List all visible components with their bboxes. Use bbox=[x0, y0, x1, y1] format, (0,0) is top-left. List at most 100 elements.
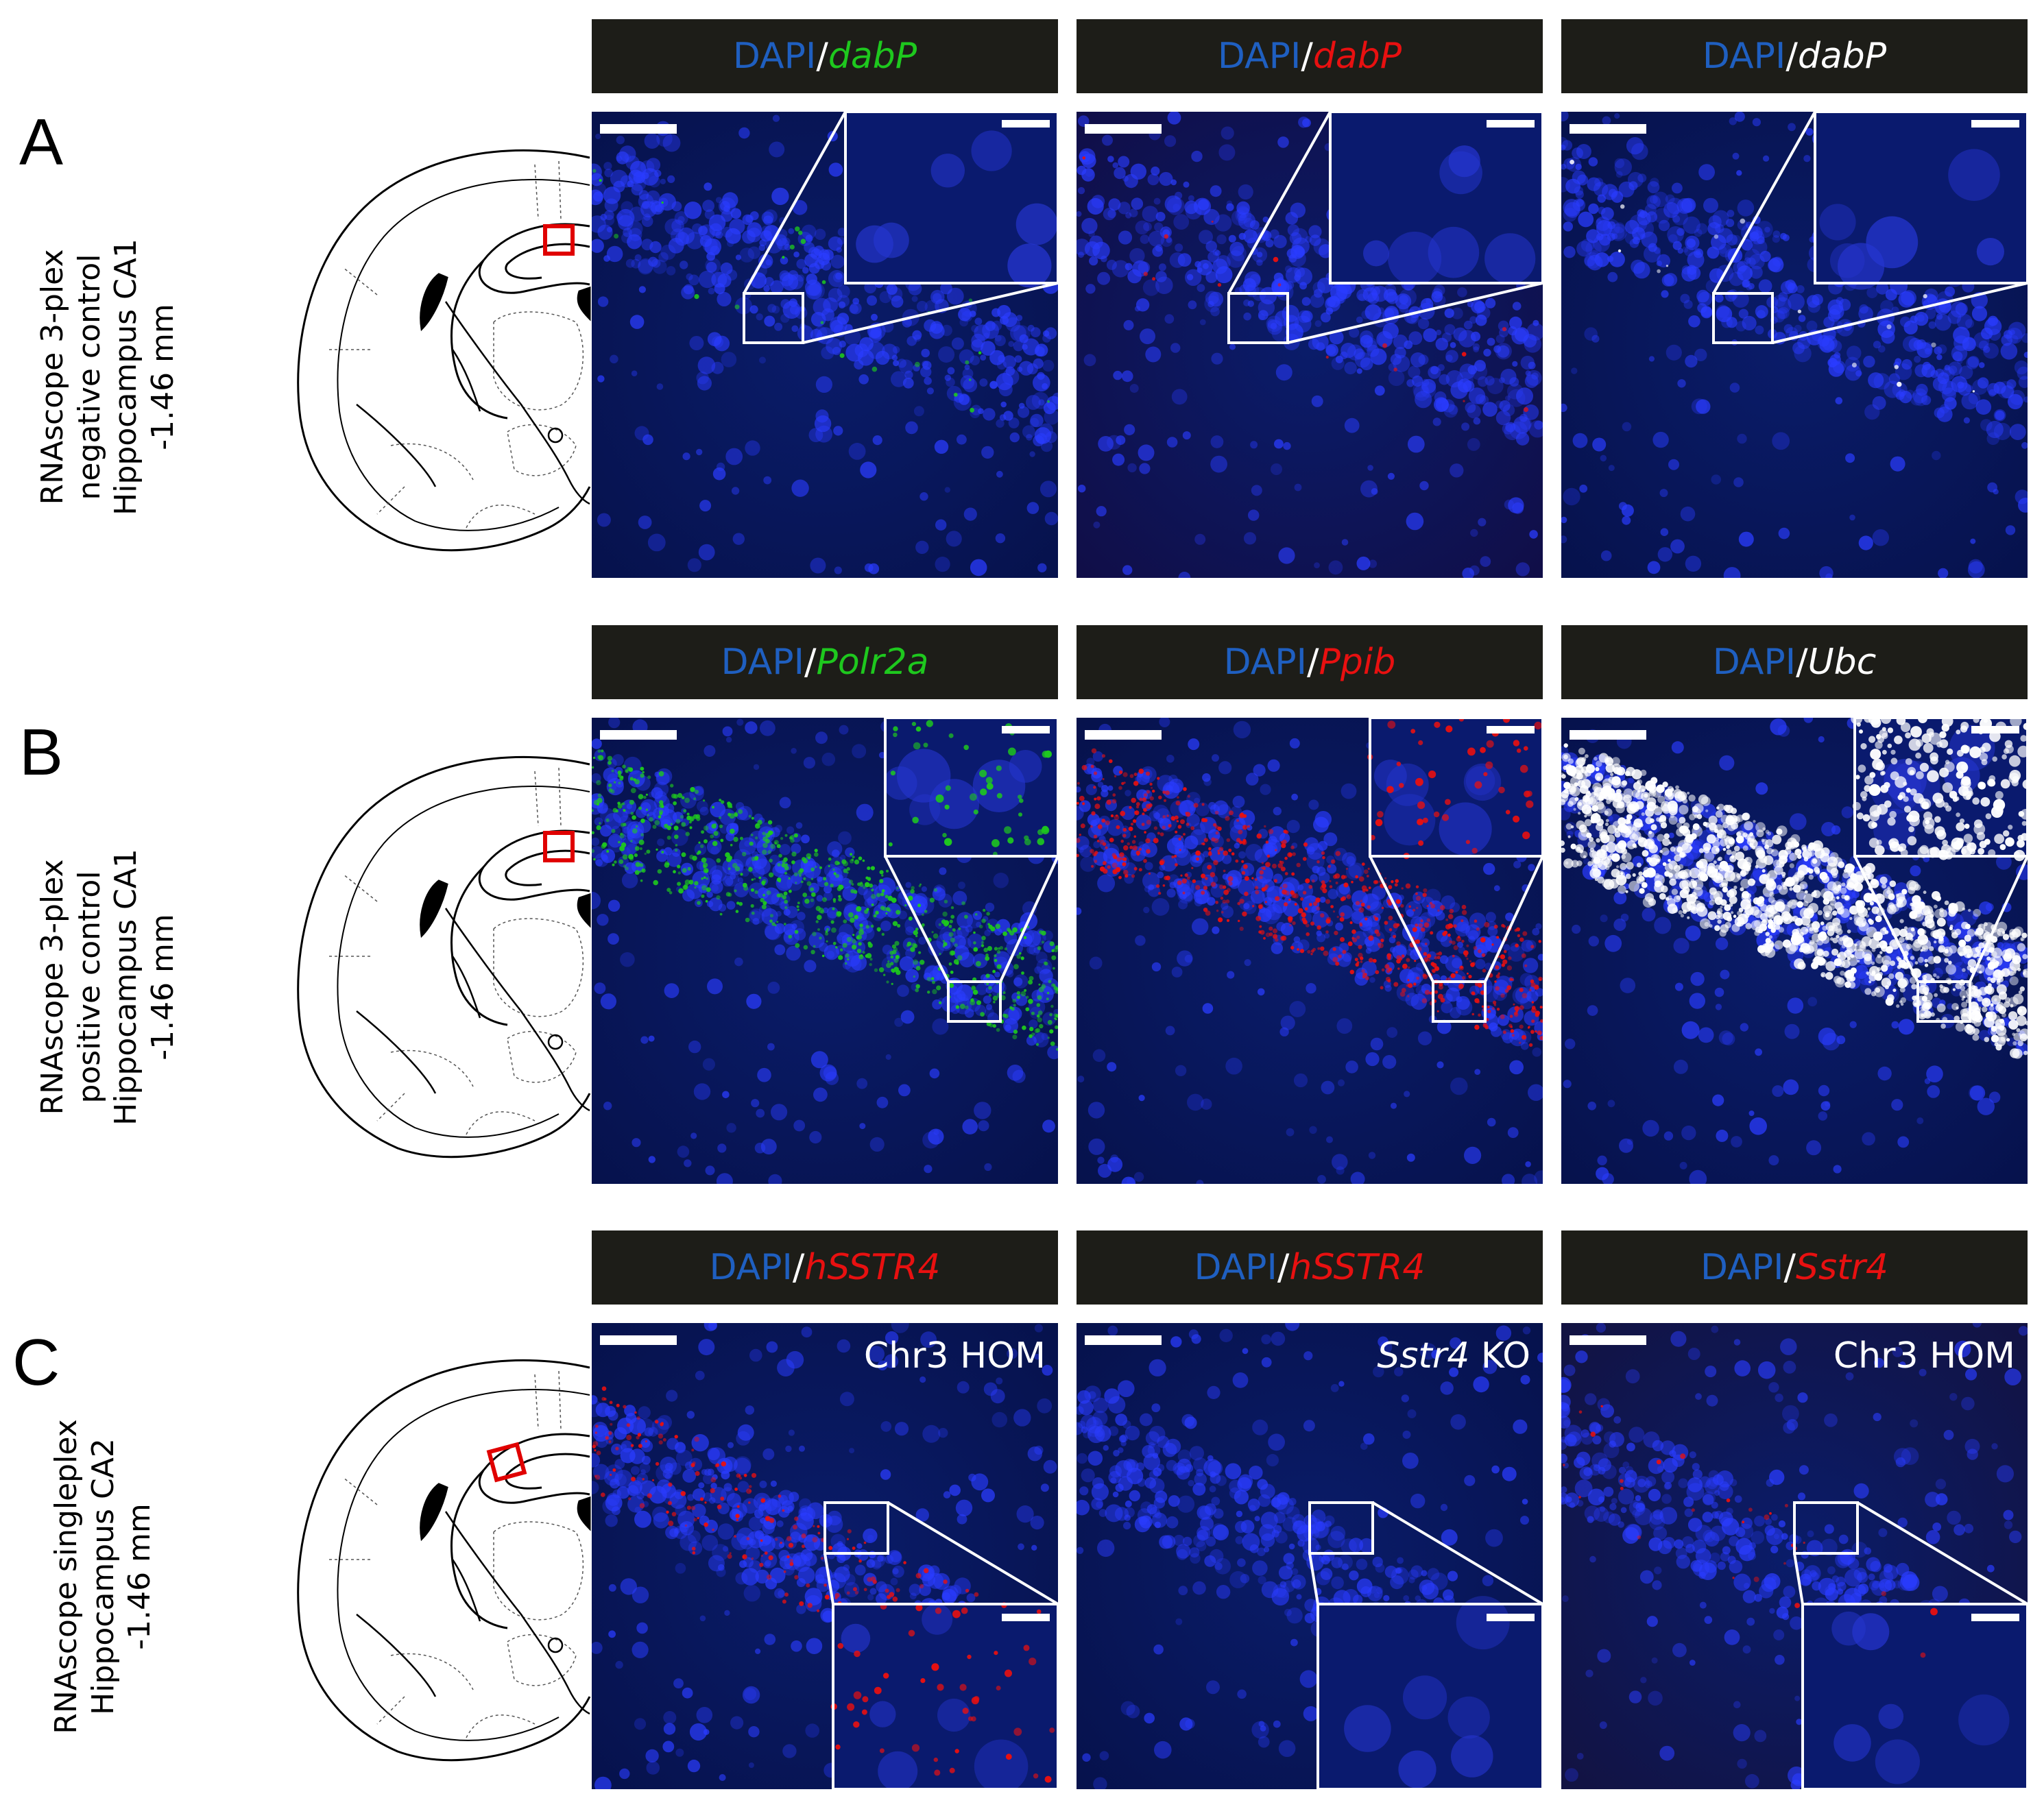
side-label-a-line-3: Hippocampus CA1 bbox=[108, 239, 144, 516]
side-label-b-line-1: RNAscope 3-plex bbox=[35, 859, 70, 1115]
inset-scale-bar bbox=[1971, 1614, 2019, 1621]
magnified-inset bbox=[1330, 112, 1543, 286]
dapi-label: DAPI bbox=[1712, 642, 1796, 683]
rna-signal-dots bbox=[1082, 156, 1529, 413]
side-label-c-line-2: Hippocampus CA2 bbox=[85, 1438, 121, 1715]
micrograph-0-2 bbox=[1561, 112, 2028, 578]
gene-label: Polr2a bbox=[816, 642, 929, 683]
slash-separator: / bbox=[1301, 36, 1313, 77]
dapi-label: DAPI bbox=[732, 36, 817, 77]
scale-bar bbox=[1570, 1335, 1646, 1345]
micrograph-0-1 bbox=[1077, 112, 1543, 578]
scale-bar bbox=[600, 1335, 677, 1345]
micrograph-2-0: Chr3 HOM bbox=[592, 1323, 1058, 1789]
panel-header-2-0: DAPI / hSSTR4 bbox=[592, 1230, 1058, 1305]
side-label-a-line-2: negative control bbox=[71, 254, 107, 500]
zoom-indicator-lines bbox=[743, 112, 1058, 344]
magnified-inset bbox=[1815, 112, 2028, 290]
brain-atlas-c bbox=[288, 1354, 603, 1775]
dapi-label: DAPI bbox=[1702, 36, 1786, 77]
gene-label: dabP bbox=[1312, 36, 1402, 77]
rna-signal-dots bbox=[1561, 743, 2028, 1059]
side-label-b-line-3: Hippocampus CA1 bbox=[108, 849, 144, 1126]
slash-separator: / bbox=[1796, 642, 1808, 683]
side-label-a: RNAscope 3-plex negative control Hippoca… bbox=[34, 206, 199, 548]
scale-bar bbox=[1570, 124, 1646, 134]
inset-scale-bar bbox=[1002, 726, 1050, 733]
slash-separator: / bbox=[1786, 36, 1798, 77]
micrograph-0-0 bbox=[592, 112, 1058, 578]
panel-header-0-2: DAPI / dabP bbox=[1561, 19, 2028, 93]
gene-label: Sstr4 bbox=[1795, 1247, 1888, 1288]
magnified-inset bbox=[830, 1602, 1058, 1789]
slash-separator: / bbox=[816, 36, 828, 77]
panel-letter-b: B bbox=[19, 716, 64, 789]
micrograph-1-2 bbox=[1561, 718, 2028, 1184]
slash-separator: / bbox=[792, 1247, 805, 1288]
dapi-label: DAPI bbox=[709, 1247, 793, 1288]
panel-header-1-0: DAPI / Polr2a bbox=[592, 625, 1058, 699]
side-label-a-line-4: -1.46 mm bbox=[145, 304, 181, 450]
zoom-indicator-lines bbox=[1308, 1501, 1543, 1789]
inset-scale-bar bbox=[1002, 1614, 1050, 1621]
scale-bar bbox=[1085, 730, 1162, 740]
side-label-c: RNAscope singleplex Hippocampus CA2 -1.4… bbox=[48, 1419, 185, 1734]
zoom-indicator-lines bbox=[1712, 112, 2028, 344]
genotype-text: KO bbox=[1469, 1335, 1530, 1377]
magnified-inset bbox=[883, 718, 1058, 857]
dapi-label: DAPI bbox=[1217, 36, 1301, 77]
rna-signal-dots bbox=[1077, 748, 1543, 1047]
panel-header-0-0: DAPI / dabP bbox=[592, 19, 1058, 93]
zoom-indicator-lines bbox=[1227, 112, 1543, 344]
zoom-indicator-lines bbox=[823, 1501, 1058, 1789]
zoom-indicator-lines bbox=[1853, 718, 2028, 1023]
magnified-inset bbox=[1367, 718, 1543, 860]
side-label-b-line-4: -1.46 mm bbox=[145, 914, 181, 1060]
gene-label: hSSTR4 bbox=[804, 1247, 941, 1288]
panel-letter-c: C bbox=[12, 1326, 60, 1399]
zoom-indicator-lines bbox=[884, 718, 1058, 1023]
panel-header-1-1: DAPI / Ppib bbox=[1077, 625, 1543, 699]
brain-section-drawing bbox=[297, 755, 591, 1159]
slash-separator: / bbox=[804, 642, 817, 683]
magnified-inset bbox=[1318, 1596, 1543, 1789]
micrograph-2-1: Sstr4 KO bbox=[1077, 1323, 1543, 1789]
magnified-inset bbox=[845, 112, 1058, 288]
brain-atlas-a bbox=[288, 144, 603, 565]
gene-label: Ppib bbox=[1319, 642, 1396, 683]
slash-separator: / bbox=[1277, 1247, 1290, 1288]
magnified-inset bbox=[1803, 1604, 2028, 1789]
dapi-label: DAPI bbox=[721, 642, 804, 683]
micrograph-2-2: Chr3 HOM bbox=[1561, 1323, 2028, 1789]
inset-scale-bar bbox=[1487, 1614, 1535, 1621]
inset-scale-bar bbox=[1487, 120, 1535, 128]
zoom-indicator-lines bbox=[1369, 718, 1543, 1023]
region-of-interest-box bbox=[543, 224, 575, 256]
genotype-text: Chr3 HOM bbox=[863, 1335, 1046, 1377]
dapi-nuclei bbox=[592, 718, 1058, 1184]
genotype-text: Chr3 HOM bbox=[1833, 1335, 2015, 1377]
brain-section-drawing bbox=[297, 1359, 591, 1762]
side-label-b-line-2: positive control bbox=[71, 871, 107, 1104]
side-label-c-line-1: RNAscope singleplex bbox=[49, 1419, 84, 1734]
dapi-label: DAPI bbox=[1700, 1247, 1784, 1288]
micrograph-1-0 bbox=[592, 718, 1058, 1184]
dapi-label: DAPI bbox=[1223, 642, 1308, 683]
inset-scale-bar bbox=[1971, 120, 2019, 128]
panel-header-2-1: DAPI / hSSTR4 bbox=[1077, 1230, 1543, 1305]
genotype-label: Chr3 HOM bbox=[864, 1335, 1046, 1377]
gene-label: hSSTR4 bbox=[1289, 1247, 1426, 1288]
scale-bar bbox=[1570, 730, 1646, 740]
genotype-gene-italic: Sstr4 bbox=[1377, 1335, 1470, 1377]
panel-header-0-1: DAPI / dabP bbox=[1077, 19, 1543, 93]
inset-scale-bar bbox=[1487, 726, 1535, 733]
region-of-interest-box bbox=[543, 831, 575, 862]
panel-header-1-2: DAPI / Ubc bbox=[1561, 625, 2028, 699]
panel-header-2-2: DAPI / Sstr4 bbox=[1561, 1230, 2028, 1305]
side-label-b: RNAscope 3-plex positive control Hippoca… bbox=[34, 816, 199, 1159]
scale-bar bbox=[600, 730, 677, 740]
rna-signal-dots bbox=[1570, 160, 1975, 393]
scale-bar bbox=[1085, 1335, 1162, 1345]
zoom-indicator-lines bbox=[1793, 1501, 2028, 1789]
inset-scale-bar bbox=[1971, 726, 2019, 733]
